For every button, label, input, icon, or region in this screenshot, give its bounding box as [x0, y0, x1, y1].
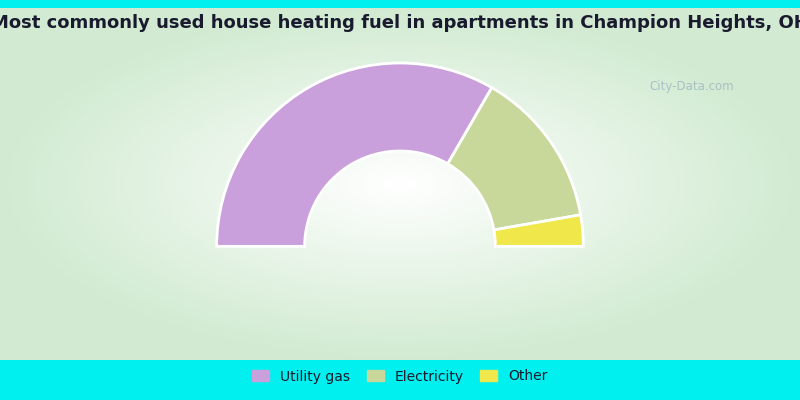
- Wedge shape: [217, 63, 492, 246]
- Text: City-Data.com: City-Data.com: [650, 80, 734, 93]
- Wedge shape: [494, 215, 583, 246]
- Text: Most commonly used house heating fuel in apartments in Champion Heights, OH: Most commonly used house heating fuel in…: [0, 14, 800, 32]
- Legend: Utility gas, Electricity, Other: Utility gas, Electricity, Other: [247, 364, 553, 389]
- Wedge shape: [448, 88, 581, 230]
